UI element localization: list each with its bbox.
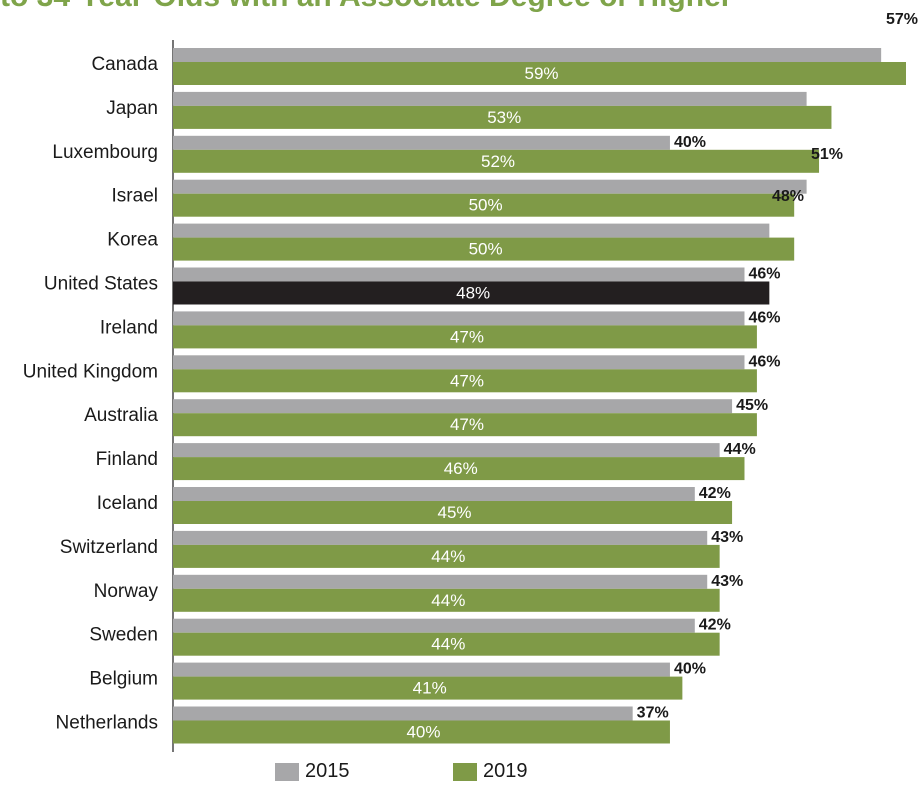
category-label-united-kingdom: United Kingdom (23, 361, 158, 382)
bar-2015-norway (173, 574, 708, 589)
legend-label-2019: 2019 (483, 760, 528, 782)
data-label-2015-sweden: 42% (699, 617, 731, 634)
bar-2019-luxembourg (173, 149, 820, 173)
data-label-2019-united-states: 48% (456, 284, 490, 303)
data-label-2015-belgium: 40% (674, 661, 706, 678)
bar-2015-iceland (173, 487, 695, 501)
category-label-japan: Japan (106, 98, 158, 119)
data-label-2019-korea: 50% (469, 240, 503, 259)
data-label-2019-norway: 44% (431, 591, 465, 610)
data-label-2019-united-kingdom: 47% (450, 371, 484, 390)
category-label-netherlands: Netherlands (56, 713, 158, 734)
data-label-2019-finland: 46% (444, 459, 478, 478)
bar-2019-ireland (173, 325, 757, 349)
bar-2015-finland (173, 443, 720, 458)
bar-2019-korea (173, 237, 795, 261)
category-label-israel: Israel (112, 186, 158, 207)
bar-2019-finland (173, 457, 745, 481)
legend-item-2019: 2019 (453, 760, 528, 783)
category-label-canada: Canada (91, 54, 158, 75)
data-label-2019-canada: 59% (524, 64, 558, 83)
category-label-belgium: Belgium (89, 669, 158, 690)
category-label-ireland: Ireland (100, 317, 158, 338)
legend-item-2015: 2015 (275, 760, 350, 783)
legend-label-2015: 2015 (305, 760, 350, 782)
bar-2015-ireland (173, 311, 745, 326)
bar-chart: Canada 59% 57% Japan 53% Luxembourg 52% 40% Isra… (23, 11, 918, 752)
bar-2019-canada (173, 62, 906, 85)
extra-label-israel: 48% (772, 188, 804, 205)
data-label-2019-ireland: 47% (450, 327, 484, 346)
data-label-2019-belgium: 41% (413, 679, 447, 698)
bar-2015-united-states (173, 267, 745, 282)
category-label-korea: Korea (107, 230, 158, 251)
data-label-2015-united-states: 46% (748, 266, 780, 283)
bar-2019-australia (173, 413, 757, 437)
bar-2019-switzerland (173, 544, 720, 568)
category-label-united-states: United States (44, 274, 158, 295)
data-label-2015-canada: 57% (886, 11, 918, 28)
extra-label-luxembourg: 51% (811, 146, 843, 163)
legend-swatch-2015 (275, 762, 299, 781)
bar-2015-belgium (173, 662, 670, 677)
data-label-2019-iceland: 45% (438, 503, 472, 522)
bar-2015-japan (173, 91, 807, 106)
chart-title: to 34-Year-Olds with an Associate Degree… (0, 0, 732, 14)
bar-2019-belgium (173, 676, 683, 700)
data-label-2019-netherlands: 40% (406, 723, 440, 742)
bar-2015-netherlands (173, 706, 633, 721)
bar-2019-norway (173, 588, 720, 612)
data-label-2015-australia: 45% (736, 397, 768, 414)
category-label-sweden: Sweden (89, 625, 158, 646)
bar-2015-korea (173, 223, 770, 238)
category-label-norway: Norway (94, 581, 159, 602)
data-label-2015-netherlands: 37% (637, 705, 669, 722)
data-label-2015-ireland: 46% (748, 309, 780, 326)
bar-2019-united-kingdom (173, 369, 757, 393)
data-label-2015-finland: 44% (724, 441, 756, 458)
bar-2015-switzerland (173, 530, 708, 545)
bar-2019-japan (173, 105, 832, 129)
data-label-2015-luxembourg: 40% (674, 134, 706, 151)
data-label-2015-switzerland: 43% (711, 529, 743, 546)
data-label-2019-australia: 47% (450, 415, 484, 434)
bar-2015-sweden (173, 618, 695, 633)
bar-2015-luxembourg (173, 135, 670, 150)
data-label-2019-luxembourg: 52% (481, 152, 515, 171)
bar-2019-iceland (173, 501, 733, 524)
data-label-2019-sweden: 44% (431, 635, 465, 654)
bar-2015-united-kingdom (173, 355, 745, 370)
category-label-iceland: Iceland (97, 493, 158, 514)
bar-2015-israel (173, 179, 807, 194)
category-label-australia: Australia (84, 405, 158, 426)
data-label-2015-norway: 43% (711, 573, 743, 590)
data-label-2019-israel: 50% (469, 196, 503, 215)
data-label-2015-iceland: 42% (699, 485, 731, 502)
category-label-switzerland: Switzerland (60, 537, 158, 558)
bar-2015-canada (173, 48, 882, 62)
data-label-2019-switzerland: 44% (431, 547, 465, 566)
bar-2015-australia (173, 399, 733, 414)
category-label-luxembourg: Luxembourg (52, 142, 158, 163)
bar-2019-united-states (173, 281, 770, 305)
bar-2019-sweden (173, 632, 720, 656)
bar-2019-israel (173, 193, 795, 217)
data-label-2015-united-kingdom: 46% (748, 353, 780, 370)
data-label-2019-japan: 53% (487, 108, 521, 127)
bar-2019-netherlands (173, 720, 670, 744)
category-label-finland: Finland (96, 449, 158, 470)
legend: 2015 2019 (275, 760, 575, 790)
legend-swatch-2019 (453, 762, 477, 781)
